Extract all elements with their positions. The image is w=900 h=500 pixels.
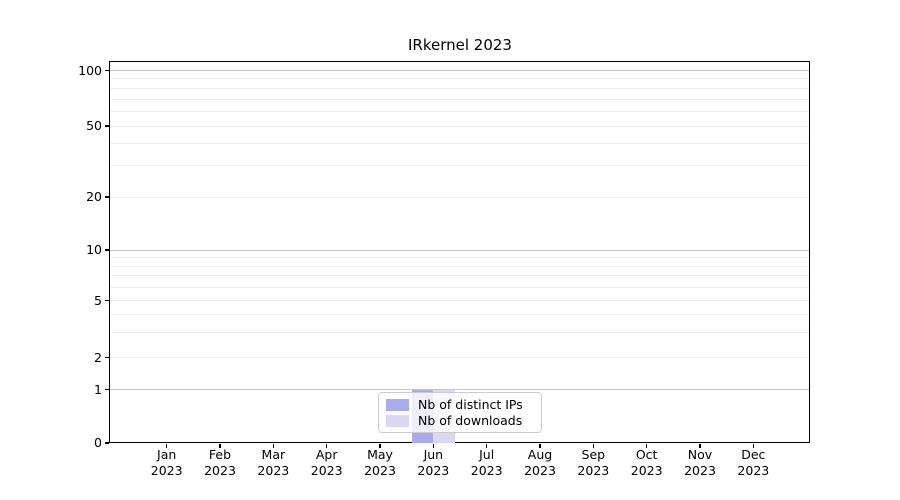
plot-area: [105, 61, 810, 448]
y-tick-label: 50: [86, 118, 102, 133]
chart-title: IRkernel 2023: [408, 36, 512, 54]
x-tick-label: Oct 2023: [630, 447, 663, 478]
y-tick: [105, 125, 109, 127]
y-tick: [105, 388, 109, 391]
y-tick-label: 1: [94, 381, 102, 397]
minor-gridline: [110, 313, 809, 315]
minor-gridline: [110, 257, 809, 259]
y-tick: [105, 249, 109, 251]
minor-gridline: [110, 142, 809, 144]
y-tick: [105, 196, 109, 198]
x-tick: [699, 444, 701, 448]
minor-gridline: [110, 286, 809, 288]
x-tick-label: Jul 2023: [470, 447, 503, 478]
x-tick: [646, 444, 648, 448]
y-tick: [105, 442, 109, 444]
legend: Nb of distinct IPs Nb of downloads: [378, 392, 542, 433]
minor-gridline: [110, 125, 809, 127]
x-tick: [166, 444, 168, 448]
y-tick-label: 100: [78, 62, 102, 78]
x-tick-label: Jan 2023: [150, 447, 183, 478]
minor-gridline: [110, 78, 809, 80]
x-tick-label: Mar 2023: [257, 447, 290, 478]
minor-gridline: [110, 357, 809, 358]
y-tick-label: 5: [94, 292, 102, 308]
x-tick-label: Feb 2023: [204, 447, 236, 478]
y-tick-label: 0: [94, 435, 102, 450]
x-tick: [219, 444, 221, 448]
minor-gridline: [110, 196, 809, 198]
x-tick: [272, 444, 274, 448]
legend-label: Nb of distinct IPs: [418, 397, 523, 412]
major-gridline: [110, 389, 809, 390]
x-tick: [432, 444, 434, 448]
legend-entry-downloads: Nb of downloads: [386, 413, 532, 428]
minor-gridline: [110, 98, 809, 100]
x-tick-label: Nov 2023: [684, 447, 716, 478]
x-tick-label: Aug 2023: [524, 447, 556, 478]
y-tick: [105, 69, 109, 72]
x-tick: [752, 444, 754, 448]
y-tick: [105, 356, 109, 359]
x-tick: [379, 444, 381, 448]
y-tick: [105, 299, 109, 302]
legend-label: Nb of downloads: [418, 413, 523, 428]
x-tick: [592, 444, 594, 448]
x-tick-label: Jun 2023: [417, 447, 450, 478]
x-tick: [486, 444, 488, 448]
x-tick-label: May 2023: [364, 447, 396, 478]
x-tick: [326, 444, 328, 448]
y-tick-label: 2: [94, 349, 102, 365]
minor-gridline: [110, 275, 809, 277]
major-gridline: [110, 70, 809, 71]
legend-entry-distinct-ips: Nb of distinct IPs: [386, 397, 532, 412]
x-tick-label: Apr 2023: [310, 447, 343, 478]
x-axis-labels: Jan 2023 Feb 2023 Mar 2023 Apr 2023 May 2023 Jun 20…: [110, 447, 810, 481]
minor-gridline: [110, 265, 809, 267]
distinct-ips-swatch-icon: [386, 398, 409, 411]
x-tick: [539, 444, 541, 448]
minor-gridline: [110, 87, 809, 89]
x-tick-label: Sep 2023: [577, 447, 610, 478]
minor-gridline: [110, 300, 809, 301]
y-axis-labels: 0 1 2 5 10 20 50 100: [58, 0, 102, 500]
y-tick-label: 20: [86, 189, 102, 204]
major-gridline: [110, 249, 809, 251]
downloads-swatch-icon: [386, 414, 409, 427]
minor-gridline: [110, 110, 809, 112]
x-tick-label: Dec 2023: [737, 447, 770, 478]
y-tick-label: 10: [86, 242, 102, 257]
minor-gridline: [110, 331, 809, 333]
minor-gridline: [110, 165, 809, 167]
